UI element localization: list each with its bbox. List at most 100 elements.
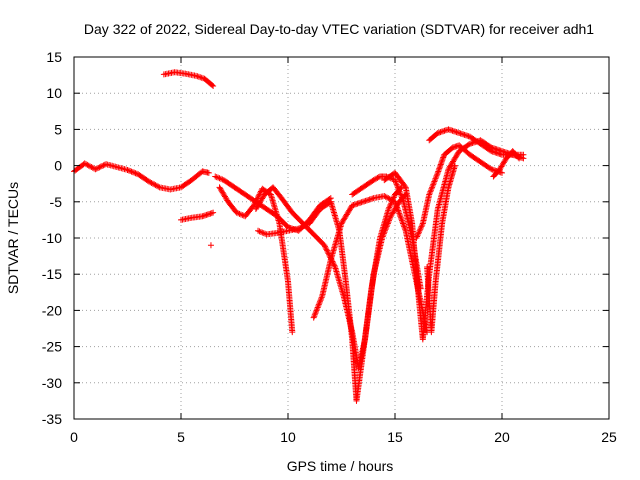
- data-point: [257, 228, 264, 235]
- x-axis-label: GPS time / hours: [287, 458, 394, 474]
- data-point: [145, 178, 152, 185]
- y-tick-label: -35: [42, 411, 62, 427]
- data-point: [401, 183, 408, 190]
- data-point: [419, 221, 426, 228]
- data-point: [395, 185, 402, 192]
- data-point: [95, 164, 102, 171]
- data-point: [390, 195, 397, 202]
- data-point: [259, 229, 266, 236]
- y-tick-label: 15: [46, 49, 62, 65]
- data-point: [127, 168, 134, 175]
- series-arc-13: [413, 142, 505, 241]
- data-point: [97, 163, 104, 170]
- data-point: [414, 233, 421, 240]
- y-axis-label: SDTVAR / TECUs: [5, 182, 21, 294]
- data-point: [397, 214, 404, 221]
- data-point: [215, 174, 222, 181]
- data-point: [428, 185, 435, 192]
- series-arc-1: [71, 160, 212, 193]
- data-point: [310, 314, 317, 321]
- data-point: [152, 182, 159, 189]
- data-point: [92, 166, 99, 173]
- y-tick-label: 5: [54, 121, 62, 137]
- data-point: [396, 210, 403, 217]
- data-point: [429, 184, 436, 191]
- data-point: [148, 179, 155, 186]
- data-point: [374, 174, 381, 181]
- series-arc-4: [207, 242, 214, 249]
- data-point: [394, 206, 401, 213]
- data-point: [430, 179, 437, 186]
- data-point: [393, 181, 400, 188]
- series-arc-6: [216, 184, 296, 336]
- data-point: [418, 223, 425, 230]
- data-point: [399, 195, 406, 202]
- data-point: [520, 151, 527, 158]
- data-point: [149, 180, 156, 187]
- x-tick-label: 10: [280, 429, 296, 445]
- data-point: [301, 223, 308, 230]
- data-point: [88, 164, 95, 171]
- data-point: [401, 223, 408, 230]
- data-point: [219, 176, 226, 183]
- y-tick-label: -30: [42, 375, 62, 391]
- data-point: [396, 188, 403, 195]
- data-point: [153, 182, 160, 189]
- y-tick-label: 0: [54, 158, 62, 174]
- data-point: [155, 183, 162, 190]
- data-point: [465, 141, 472, 148]
- x-tick-label: 25: [601, 429, 617, 445]
- data-point: [385, 219, 392, 226]
- data-point: [397, 191, 404, 198]
- x-axis-ticks: 0 5 10 15 20 25: [70, 57, 617, 445]
- data-point: [487, 165, 494, 172]
- data-point: [324, 247, 331, 254]
- data-point: [386, 203, 393, 210]
- data-point: [390, 194, 397, 201]
- data-point: [385, 206, 392, 213]
- data-point: [370, 177, 377, 184]
- data-point: [415, 230, 422, 237]
- data-point: [315, 301, 322, 308]
- data-point: [311, 313, 318, 320]
- data-point: [323, 246, 330, 253]
- data-point: [393, 203, 400, 210]
- data-point: [398, 217, 405, 224]
- data-point: [400, 221, 407, 228]
- data-point: [389, 197, 396, 204]
- data-point: [311, 311, 318, 318]
- data-point: [100, 162, 107, 169]
- data-point: [398, 193, 405, 200]
- data-point: [89, 164, 96, 171]
- y-tick-label: -10: [42, 230, 62, 246]
- data-point: [386, 216, 393, 223]
- data-point: [128, 168, 135, 175]
- data-point: [210, 82, 217, 89]
- data-point: [213, 174, 220, 181]
- data-point: [233, 209, 240, 216]
- data-point: [433, 174, 440, 181]
- data-point: [322, 244, 329, 251]
- data-point: [386, 217, 393, 224]
- data-point: [216, 175, 223, 182]
- data-point: [381, 193, 388, 200]
- x-tick-label: 15: [387, 429, 403, 445]
- data-point: [394, 184, 401, 191]
- data-point: [431, 177, 438, 184]
- data-point: [431, 178, 438, 185]
- data-point: [331, 262, 338, 269]
- data-point: [132, 170, 139, 177]
- data-point: [318, 294, 325, 301]
- data-point: [207, 242, 214, 249]
- data-point: [396, 211, 403, 218]
- data-point: [260, 230, 267, 237]
- data-point: [316, 300, 323, 307]
- data-point: [147, 179, 154, 186]
- data-point: [413, 235, 420, 241]
- data-point: [487, 147, 494, 154]
- data-point: [433, 172, 440, 179]
- data-point: [131, 169, 138, 176]
- x-tick-label: 5: [177, 429, 185, 445]
- data-point: [430, 181, 437, 188]
- data-point: [256, 228, 263, 235]
